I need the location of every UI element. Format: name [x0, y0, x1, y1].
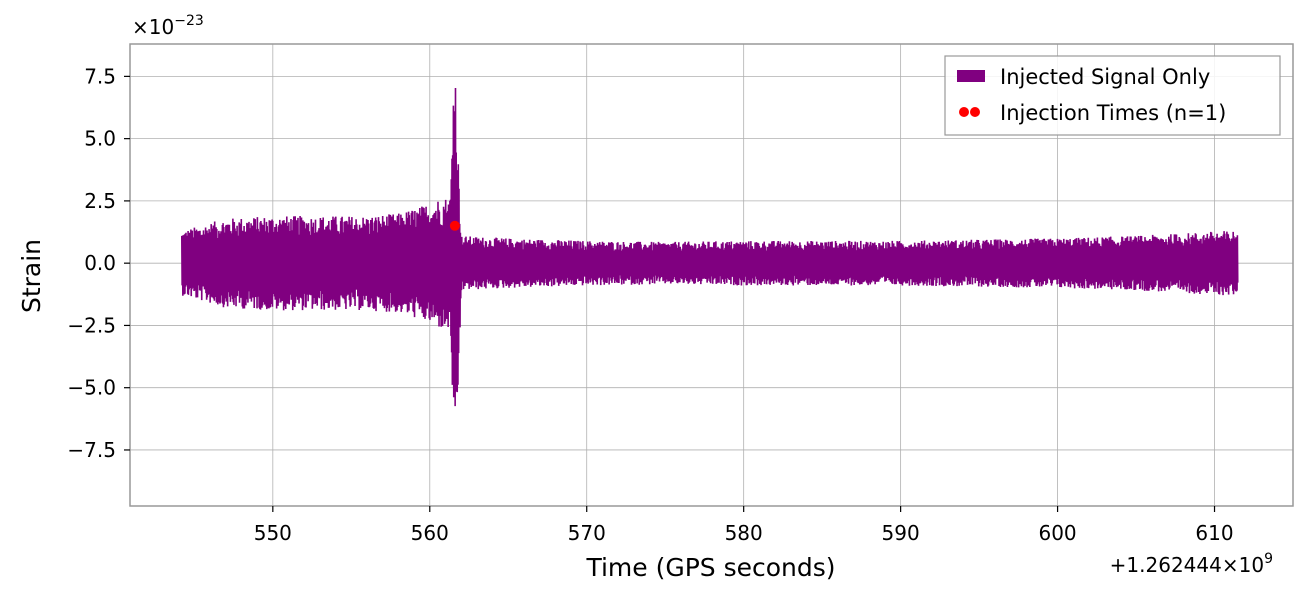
- y-tick-label: −7.5: [67, 438, 116, 462]
- signal-series: [180, 88, 1239, 407]
- x-offset-label: +1.262444×109: [1110, 551, 1273, 577]
- y-tick-label: 5.0: [84, 127, 116, 151]
- x-tick-label: 550: [254, 521, 292, 545]
- x-tick-label: 590: [882, 521, 920, 545]
- legend-label-signal: Injected Signal Only: [1000, 65, 1210, 89]
- legend: Injected Signal Only Injection Times (n=…: [944, 55, 1281, 136]
- y-axis-label: Strain: [17, 239, 46, 313]
- x-offset-exponent: 9: [1264, 551, 1273, 567]
- legend-label-injection: Injection Times (n=1): [1000, 101, 1226, 125]
- x-tick-label: 560: [411, 521, 449, 545]
- x-tick-label: 570: [568, 521, 606, 545]
- x-tick-label: 580: [725, 521, 763, 545]
- plot-frame: [129, 43, 1294, 507]
- y-scale-exponent: −23: [174, 13, 204, 29]
- injection-point: [449, 220, 460, 231]
- y-tick-label: 0.0: [84, 251, 116, 275]
- legend-box: [944, 55, 1281, 136]
- injection-points: [449, 220, 460, 231]
- y-tick-label: 2.5: [84, 189, 116, 213]
- strain-line: [180, 88, 1239, 407]
- legend-marker-injection: [959, 107, 969, 117]
- legend-swatch-signal: [957, 70, 985, 82]
- legend-marker-injection-2: [970, 107, 980, 117]
- y-tick-label: 7.5: [84, 64, 116, 88]
- y-tick-label: −5.0: [67, 376, 116, 400]
- y-axis-ticks: −7.5 −5.0 −2.5 0.0 2.5 5.0 7.5: [67, 64, 130, 462]
- x-axis-ticks: 550 560 570 580 590 600 610: [254, 506, 1234, 545]
- y-scale-label: ×10−23: [132, 13, 204, 39]
- x-axis-label: Time (GPS seconds): [585, 553, 835, 582]
- x-tick-label: 610: [1195, 521, 1233, 545]
- y-tick-label: −2.5: [67, 313, 116, 337]
- x-tick-label: 600: [1038, 521, 1076, 545]
